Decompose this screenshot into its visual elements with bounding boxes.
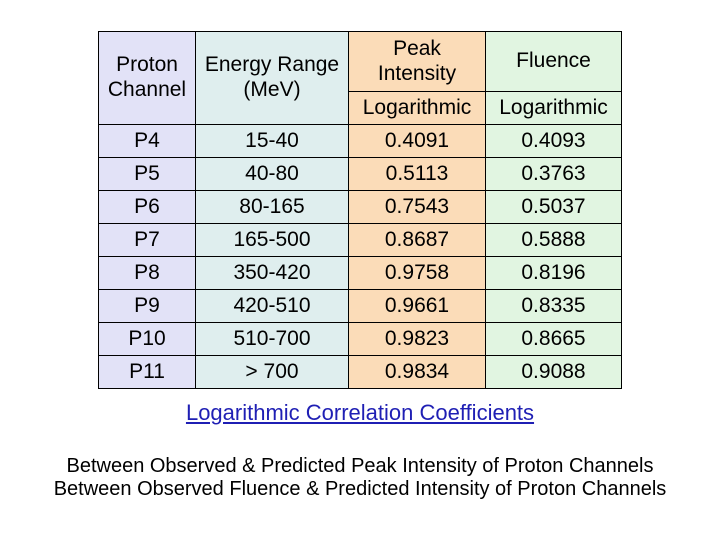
cell-fluence: 0.8196 [485,256,622,290]
subheader-peak-logarithmic: Logarithmic [348,91,486,125]
header-fluence: Fluence [485,31,622,92]
cell-energy-range: 420-510 [195,289,349,323]
table-subheader-row: Logarithmic Logarithmic [99,91,622,125]
cell-energy-range: 15-40 [195,124,349,158]
table-row: P10 510-700 0.9823 0.8665 [98,322,622,356]
cell-energy-range: 40-80 [195,157,349,191]
cell-peak-intensity: 0.9661 [348,289,486,323]
cell-channel: P6 [98,190,196,224]
table-header-row: Proton Channel Energy Range (MeV) Peak I… [98,31,622,125]
cell-fluence: 0.8335 [485,289,622,323]
cell-energy-range: 80-165 [195,190,349,224]
cell-channel: P5 [98,157,196,191]
cell-channel: P4 [98,124,196,158]
cell-fluence: 0.4093 [485,124,622,158]
cell-energy-range: 165-500 [195,223,349,257]
cell-channel: P8 [98,256,196,290]
cell-peak-intensity: 0.4091 [348,124,486,158]
cell-peak-intensity: 0.9758 [348,256,486,290]
footer-line-1: Between Observed & Predicted Peak Intens… [66,455,654,477]
cell-fluence: 0.5037 [485,190,622,224]
cell-fluence: 0.8665 [485,322,622,356]
cell-peak-intensity: 0.8687 [348,223,486,257]
cell-channel: P9 [98,289,196,323]
table-row: P6 80-165 0.7543 0.5037 [98,190,622,224]
cell-channel: P11 [98,355,196,389]
footer-line-2: Between Observed Fluence & Predicted Int… [53,478,667,500]
cell-fluence: 0.5888 [485,223,622,257]
header-peak-intensity: Peak Intensity [348,31,486,92]
cell-energy-range: > 700 [195,355,349,389]
table-row: P4 15-40 0.4091 0.4093 [98,124,622,158]
header-energy-range: Energy Range (MeV) [195,31,349,125]
table-row: P5 40-80 0.5113 0.3763 [98,157,622,191]
cell-peak-intensity: 0.5113 [348,157,486,191]
cell-peak-intensity: 0.9823 [348,322,486,356]
table-row: P11 > 700 0.9834 0.9088 [98,355,622,389]
cell-peak-intensity: 0.9834 [348,355,486,389]
cell-fluence: 0.3763 [485,157,622,191]
subheader-fluence-logarithmic: Logarithmic [485,91,622,125]
caption-link[interactable]: Logarithmic Correlation Coefficients [185,400,535,425]
header-proton-channel: Proton Channel [98,31,196,125]
cell-energy-range: 510-700 [195,322,349,356]
cell-peak-intensity: 0.7543 [348,190,486,224]
table-row: P8 350-420 0.9758 0.8196 [98,256,622,290]
footer-text: Between Observed & Predicted Peak Intens… [0,455,720,501]
cell-energy-range: 350-420 [195,256,349,290]
cell-channel: P7 [98,223,196,257]
cell-fluence: 0.9088 [485,355,622,389]
cell-channel: P10 [98,322,196,356]
table-row: P9 420-510 0.9661 0.8335 [98,289,622,323]
proton-correlation-table: Proton Channel Energy Range (MeV) Peak I… [98,31,622,389]
table-row: P7 165-500 0.8687 0.5888 [98,223,622,257]
